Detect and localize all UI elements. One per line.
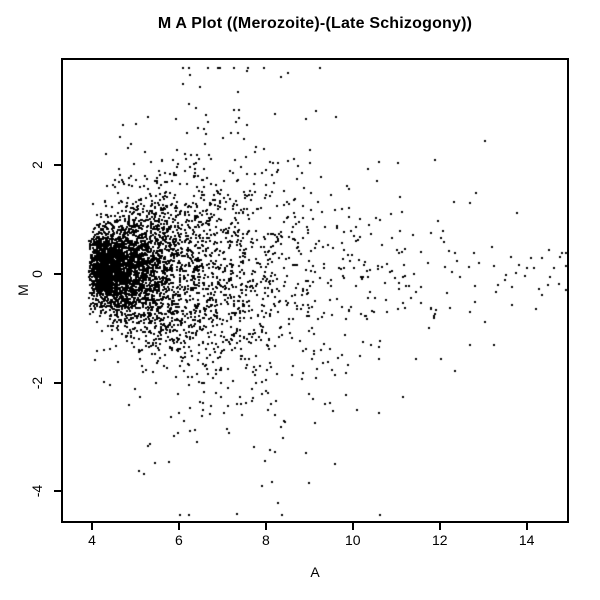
y-tick-label: -4 — [29, 484, 45, 498]
x-tick-mark — [351, 523, 354, 530]
plot-area-border — [61, 58, 569, 523]
x-tick-label: 8 — [261, 532, 270, 548]
x-tick-label: 12 — [431, 532, 448, 548]
y-tick-mark — [54, 381, 61, 384]
y-tick-label: 0 — [29, 270, 45, 278]
y-axis-label: M — [15, 284, 31, 296]
y-tick-mark — [54, 164, 61, 167]
y-tick-mark — [54, 272, 61, 275]
x-axis-label: A — [310, 564, 320, 580]
x-tick-label: 6 — [175, 532, 183, 548]
y-tick-label: -2 — [29, 376, 45, 389]
x-tick-mark — [177, 523, 180, 530]
y-tick-label: 2 — [29, 161, 45, 170]
x-tick-mark — [264, 523, 267, 530]
x-tick-label: 14 — [518, 532, 535, 548]
chart-title: M A Plot ((Merozoite)-(Late Schizogony)) — [157, 15, 473, 32]
x-tick-label: 10 — [345, 532, 361, 548]
x-tick-label: 4 — [88, 532, 96, 548]
x-tick-mark — [438, 523, 441, 530]
x-tick-mark — [525, 523, 528, 530]
x-tick-mark — [90, 523, 93, 530]
y-tick-mark — [54, 490, 61, 493]
